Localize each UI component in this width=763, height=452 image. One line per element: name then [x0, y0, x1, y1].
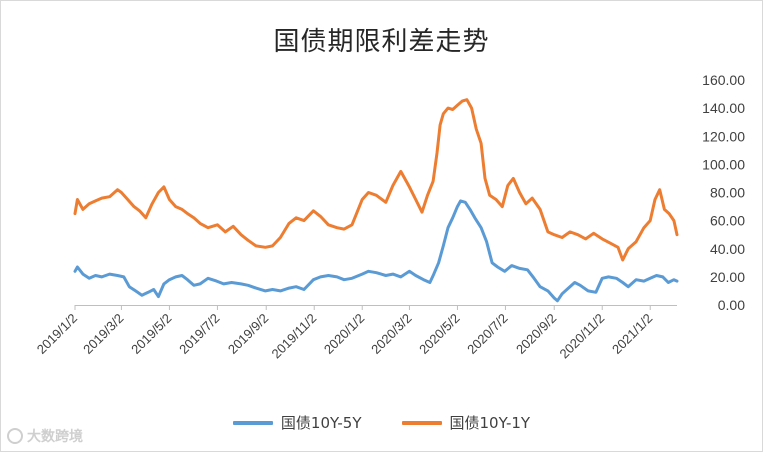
legend-item-10y-1y: 国债10Y-1Y	[401, 412, 531, 433]
y-axis-ticks: 0.00 20.00 40.00 60.00 80.00 100.00 120.00 140.…	[702, 72, 745, 313]
x-tick-label: 2019/1/2	[34, 311, 80, 357]
x-tick-label: 2020/9/2	[513, 311, 559, 357]
y-tick-label: 120.00	[702, 128, 745, 144]
x-tick-label: 2020/11/2	[557, 311, 608, 362]
x-tick-label: 2019/11/2	[269, 311, 320, 362]
legend: 国债10Y-5Y 国债10Y-1Y	[1, 412, 762, 433]
y-tick-label: 60.00	[710, 213, 745, 229]
watermark: 大数跨境	[7, 426, 83, 446]
legend-swatch-10y-1y	[401, 420, 442, 425]
watermark-text: 大数跨境	[27, 429, 83, 445]
y-tick-label: 0.00	[718, 297, 745, 313]
y-tick-label: 80.00	[710, 185, 745, 201]
line-chart: 0.00 20.00 40.00 60.00 80.00 100.00 120.00 140.…	[34, 72, 745, 361]
x-tick-label: 2019/9/2	[225, 311, 271, 357]
y-tick-label: 100.00	[702, 156, 745, 172]
series-line-10y-5y	[73, 199, 679, 303]
y-tick-label: 40.00	[710, 241, 745, 257]
legend-label-10y-5y: 国债10Y-5Y	[280, 414, 362, 432]
series-lines	[73, 98, 679, 303]
x-tick-label: 2020/1/2	[321, 311, 367, 357]
legend-item-10y-5y: 国债10Y-5Y	[232, 412, 362, 433]
x-tick-label: 2021/1/2	[609, 311, 655, 357]
series-line-10y-1y	[73, 98, 679, 262]
legend-swatch-10y-5y	[232, 420, 273, 425]
x-tick-label: 2020/5/2	[416, 311, 462, 357]
y-tick-label: 160.00	[702, 72, 745, 88]
watermark-logo-icon	[7, 428, 23, 444]
x-tick-label: 2019/3/2	[80, 311, 126, 357]
x-tick-label: 2020/3/2	[368, 311, 414, 357]
x-tick-label: 2019/5/2	[128, 311, 174, 357]
legend-label-10y-1y: 国债10Y-1Y	[449, 414, 531, 432]
x-axis: 2019/1/2 2019/3/2 2019/5/2 2019/7/2 2019/9/2…	[34, 305, 677, 361]
x-tick-label: 2019/7/2	[176, 311, 222, 357]
y-tick-label: 20.00	[710, 269, 745, 285]
chart-title: 国债期限利差走势	[273, 27, 490, 57]
x-tick-label: 2020/7/2	[464, 311, 510, 357]
y-tick-label: 140.00	[702, 100, 745, 116]
